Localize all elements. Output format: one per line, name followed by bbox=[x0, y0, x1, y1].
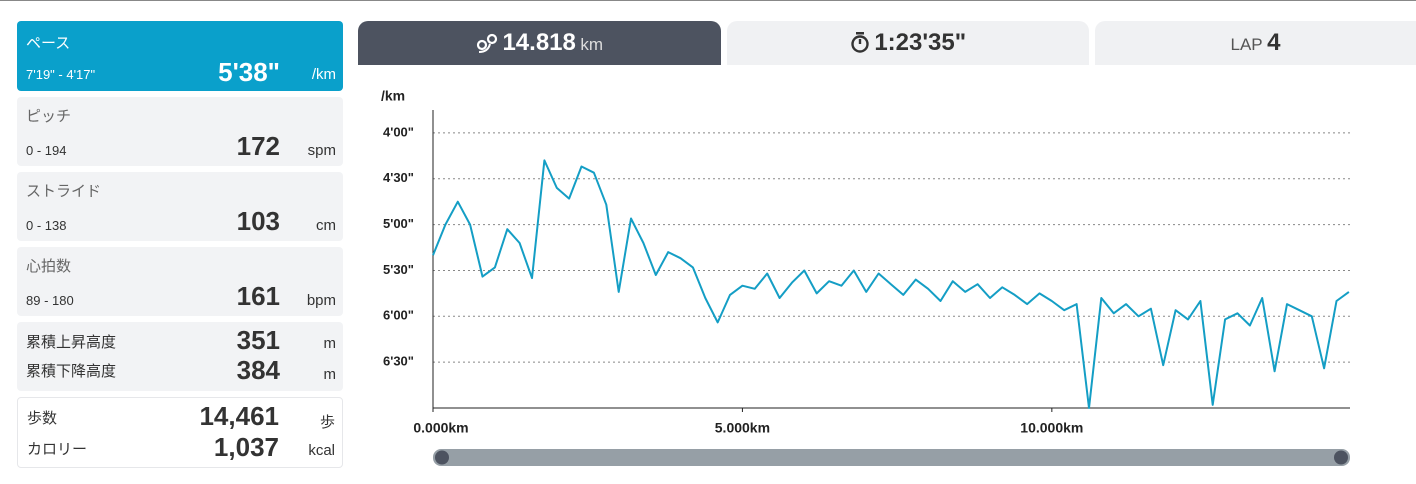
route-icon bbox=[476, 33, 498, 53]
y-tick-label: 5'00" bbox=[383, 216, 414, 231]
top-border bbox=[0, 0, 1416, 1]
stride-panel[interactable]: ストライド 0 - 138 103 cm bbox=[17, 172, 343, 241]
range: 0 - 194 bbox=[26, 143, 67, 158]
value: 103 bbox=[236, 206, 280, 236]
value: 351 bbox=[236, 325, 280, 355]
unit: m bbox=[323, 366, 337, 383]
distance-value: 14.818 bbox=[502, 29, 576, 56]
lap-label: LAP bbox=[1230, 35, 1263, 54]
slider-handle[interactable] bbox=[435, 450, 449, 465]
time-value: 1:23'35" bbox=[874, 29, 967, 56]
stopwatch-icon bbox=[851, 32, 869, 53]
range: 89 - 180 bbox=[26, 293, 74, 308]
unit: 歩 bbox=[319, 414, 335, 431]
time-tab[interactable]: 1:23'35" bbox=[727, 21, 1089, 65]
label: 累積上昇高度 bbox=[26, 334, 117, 351]
x-tick-label: 5.000km bbox=[715, 420, 770, 436]
lap-tab[interactable]: LAP 4 bbox=[1095, 21, 1416, 65]
range: 0 - 138 bbox=[26, 218, 67, 233]
label: 心拍数 bbox=[26, 258, 72, 275]
unit: kcal bbox=[308, 442, 335, 459]
x-tick-label: 10.000km bbox=[1020, 420, 1083, 436]
label: 歩数 bbox=[27, 410, 58, 427]
label: カロリー bbox=[27, 441, 88, 458]
value: 5'38" bbox=[218, 57, 280, 87]
value: 172 bbox=[236, 131, 280, 161]
pace-line bbox=[432, 159, 1350, 409]
pitch-panel[interactable]: ピッチ 0 - 194 172 spm bbox=[17, 97, 343, 166]
steps-panel[interactable]: 歩数 14,461 歩 カロリー 1,037 kcal bbox=[17, 397, 343, 468]
unit: bpm bbox=[306, 292, 336, 309]
unit: cm bbox=[316, 217, 336, 234]
elevation-panel[interactable]: 累積上昇高度 351 m 累積下降高度 384 m bbox=[17, 322, 343, 391]
label: ストライド bbox=[26, 183, 102, 200]
unit: /km bbox=[311, 66, 336, 83]
value: 1,037 bbox=[213, 432, 279, 462]
y-tick-label: 5'30" bbox=[383, 262, 414, 277]
value: 384 bbox=[236, 355, 280, 385]
y-tick-label: 6'30" bbox=[383, 354, 414, 369]
y-tick-label: 4'00" bbox=[383, 124, 414, 139]
x-tick-label: 0.000km bbox=[413, 420, 468, 436]
unit: spm bbox=[307, 142, 336, 159]
distance-unit: km bbox=[580, 35, 603, 54]
value: 14,461 bbox=[199, 401, 279, 431]
label: ピッチ bbox=[26, 108, 72, 125]
y-tick-label: 6'00" bbox=[383, 308, 414, 323]
range: 7'19" - 4'17" bbox=[26, 67, 96, 82]
y-tick-label: 4'30" bbox=[383, 170, 414, 185]
y-axis-label: /km bbox=[381, 88, 405, 104]
unit: m bbox=[323, 335, 337, 352]
lap-value: 4 bbox=[1267, 29, 1281, 56]
slider-handle[interactable] bbox=[1334, 450, 1348, 465]
label: 累積下降高度 bbox=[26, 363, 117, 380]
value: 161 bbox=[236, 281, 280, 311]
pace-panel[interactable]: ペース 7'19" - 4'17" 5'38" /km bbox=[17, 21, 343, 91]
label: ペース bbox=[26, 35, 71, 52]
range-slider[interactable] bbox=[433, 449, 1350, 466]
distance-tab[interactable]: 14.818 km bbox=[358, 21, 721, 65]
heart-rate-panel[interactable]: 心拍数 89 - 180 161 bpm bbox=[17, 247, 343, 316]
